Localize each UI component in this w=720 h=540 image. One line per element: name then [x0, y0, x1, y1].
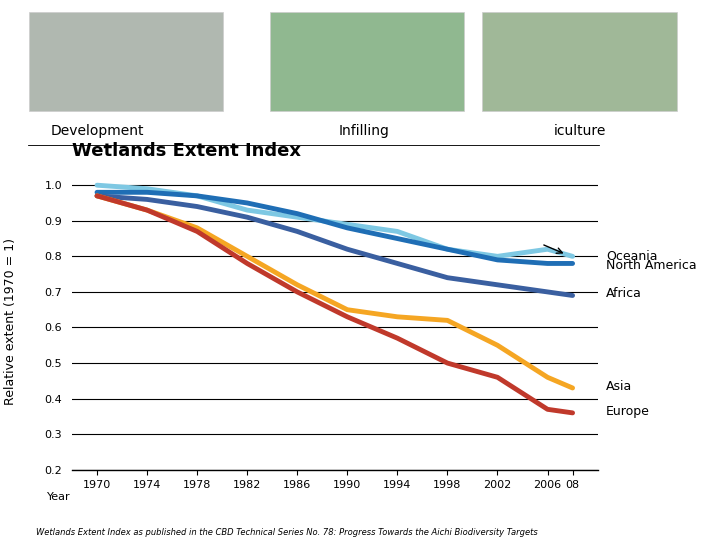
- Text: Relative extent (1970 = 1): Relative extent (1970 = 1): [4, 238, 17, 405]
- Text: Africa: Africa: [606, 287, 642, 300]
- Text: Wetlands Extent Index as published in the CBD Technical Series No. 78: Progress : Wetlands Extent Index as published in th…: [36, 528, 538, 537]
- Text: North America: North America: [606, 259, 696, 272]
- Bar: [29, 12, 223, 111]
- Bar: [482, 12, 677, 111]
- Text: Europe: Europe: [606, 404, 650, 417]
- Bar: [270, 12, 464, 111]
- Text: Infilling: Infilling: [338, 124, 389, 138]
- Text: Oceania: Oceania: [606, 250, 657, 263]
- Text: Wetlands Extent Index: Wetlands Extent Index: [72, 142, 301, 160]
- Text: Development: Development: [50, 124, 144, 138]
- Text: iculture: iculture: [554, 124, 606, 138]
- Text: Year: Year: [47, 491, 71, 502]
- Text: Asia: Asia: [606, 380, 632, 393]
